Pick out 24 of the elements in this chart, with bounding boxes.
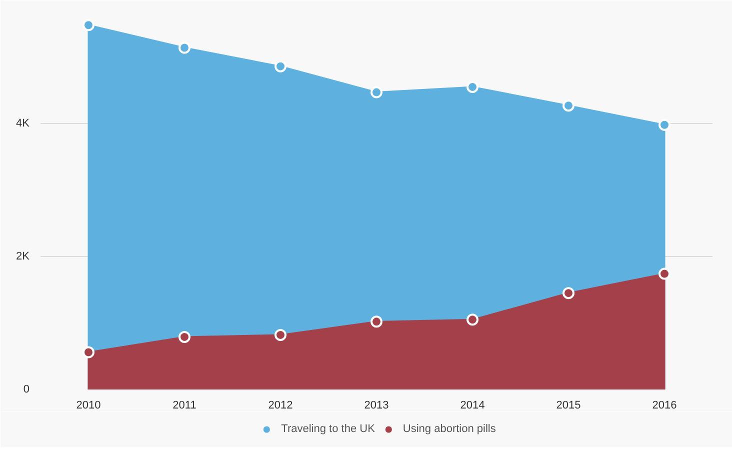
point: [562, 100, 574, 112]
point: [658, 118, 670, 131]
x-tick-label: 2015: [556, 400, 581, 412]
point: [466, 314, 478, 326]
point: [370, 86, 382, 98]
point: [274, 60, 286, 72]
y-tick-label: 4K: [16, 118, 30, 130]
x-tick-label: 2016: [652, 400, 677, 412]
x-tick-label: 2010: [76, 400, 101, 412]
point: [466, 80, 478, 93]
legend-label: Traveling to the UK: [281, 422, 375, 436]
x-tick-label: 2013: [364, 400, 389, 412]
point: [178, 42, 190, 54]
x-tick-label: 2011: [172, 400, 196, 412]
point: [82, 346, 94, 358]
point: [562, 287, 574, 300]
point: [658, 268, 670, 280]
legend-label: Using abortion pills: [402, 422, 496, 436]
point: [82, 19, 94, 32]
x-tick-label: 2012: [268, 400, 293, 412]
y-tick-label: 0: [23, 384, 30, 396]
y-tick-label: 2K: [16, 250, 30, 263]
x-tick-label: 2014: [460, 400, 485, 412]
point: [274, 328, 286, 341]
